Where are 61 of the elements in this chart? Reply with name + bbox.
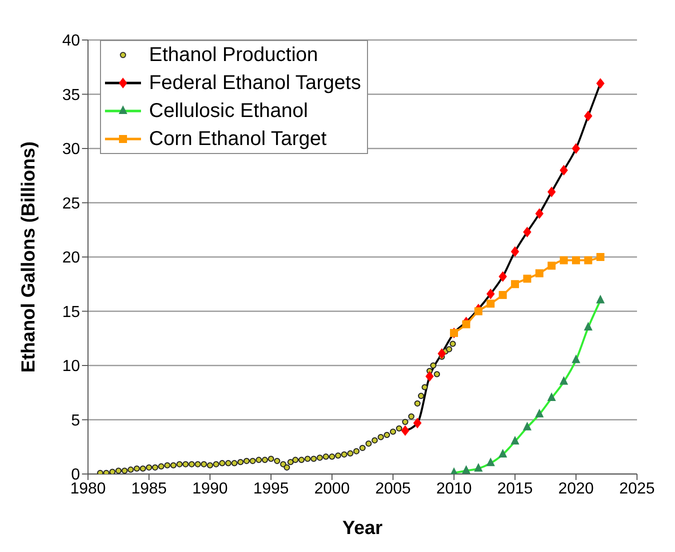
legend-label: Federal Ethanol Targets [149, 71, 361, 96]
point [584, 256, 592, 264]
x-tick-label: 2000 [314, 480, 350, 498]
point [560, 165, 568, 176]
point [401, 426, 410, 436]
point [413, 418, 422, 428]
point [535, 409, 544, 418]
legend-label: Cellulosic Ethanol [149, 99, 308, 124]
y-axis-title: Ethanol Gallons (Billions) [18, 141, 40, 373]
point [498, 449, 507, 458]
point [584, 110, 592, 121]
point [474, 307, 482, 316]
point [560, 376, 568, 385]
point [474, 464, 482, 472]
point [523, 274, 532, 283]
point [486, 288, 495, 299]
point [548, 393, 556, 402]
y-tick-label: 5 [71, 412, 80, 430]
point [438, 348, 446, 359]
point [511, 280, 519, 288]
point [548, 262, 556, 270]
point [523, 422, 532, 430]
point [523, 227, 532, 238]
point [535, 269, 544, 278]
legend-label: Corn Ethanol Target [149, 127, 327, 152]
point [486, 458, 495, 466]
point [584, 322, 592, 331]
point [572, 256, 580, 264]
y-tick-label: 30 [62, 141, 80, 158]
x-tick-label: 1990 [192, 480, 228, 498]
y-tick-label: 10 [62, 358, 80, 376]
y-tick-label: 35 [62, 86, 80, 104]
y-tick-label: 15 [62, 304, 80, 321]
point [572, 355, 580, 364]
x-tick-label: 2015 [497, 480, 533, 498]
point [560, 256, 568, 264]
x-tick-label: 1985 [131, 480, 167, 498]
y-tick-label: 20 [62, 250, 80, 267]
x-axis-title: Year [342, 518, 384, 539]
point [596, 253, 604, 261]
x-tick-label: 2010 [436, 480, 472, 498]
point [596, 295, 604, 304]
legend-label: Ethanol Production [149, 43, 318, 68]
point [498, 290, 507, 299]
point [511, 246, 519, 257]
point [535, 208, 544, 219]
point [462, 466, 470, 474]
x-tick-label: 2025 [619, 480, 655, 498]
y-tick-label: 25 [62, 195, 80, 212]
point [548, 186, 556, 197]
point [426, 371, 434, 382]
y-tick-label: 40 [62, 32, 80, 50]
x-tick-label: 1995 [253, 480, 289, 498]
point [511, 436, 519, 444]
point [596, 78, 604, 88]
x-tick-label: 2005 [375, 480, 411, 498]
point [498, 272, 507, 282]
point [486, 300, 495, 308]
x-tick-label: 2020 [558, 480, 594, 498]
point [462, 320, 470, 328]
point [572, 144, 580, 154]
